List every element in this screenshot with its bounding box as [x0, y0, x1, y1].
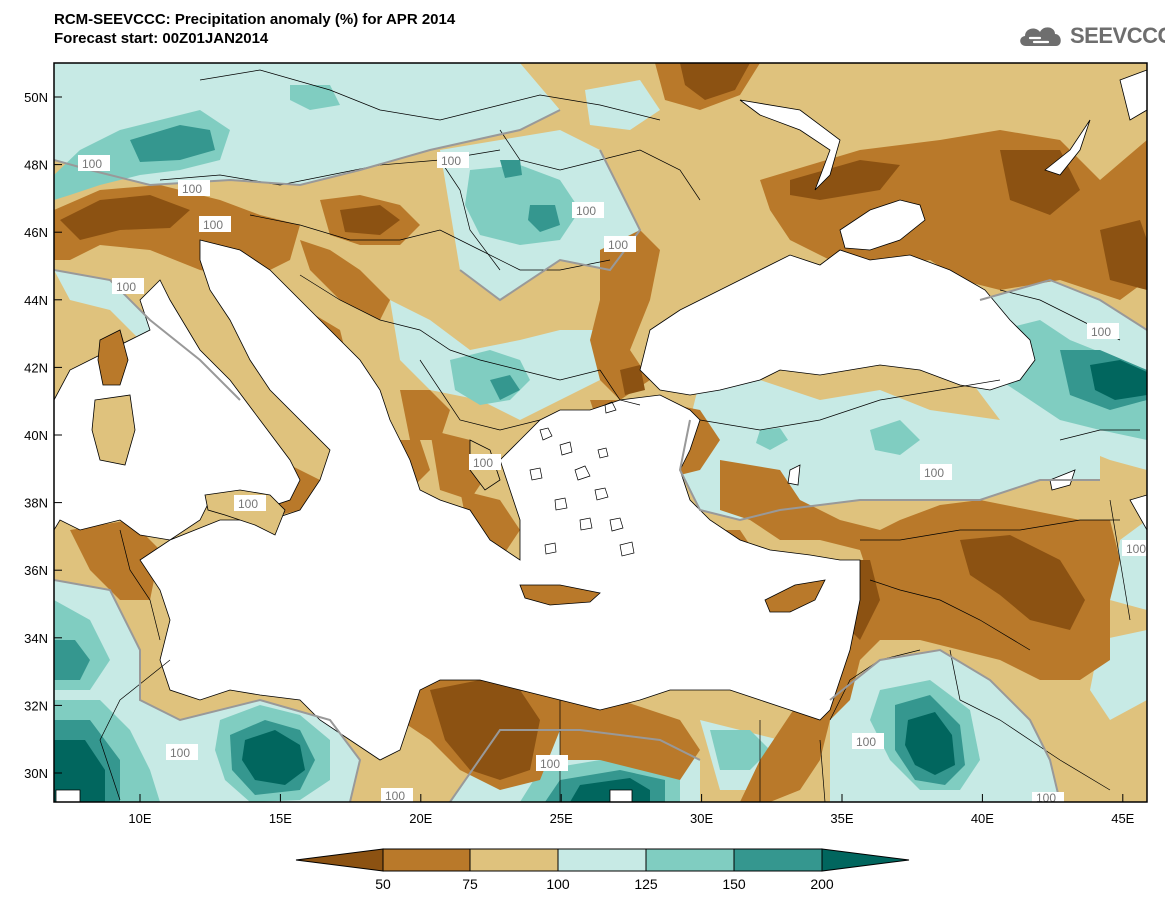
contour-label: 100 — [572, 202, 604, 218]
svg-text:100: 100 — [608, 238, 628, 252]
longitude-axis: 10E 15E 20E 25E 30E 35E 40E 45E — [128, 794, 1135, 826]
lon-tick-label: 30E — [690, 811, 713, 826]
svg-text:100: 100 — [1091, 325, 1111, 339]
svg-text:100: 100 — [924, 466, 944, 480]
svg-text:100: 100 — [182, 182, 202, 196]
lat-tick-label: 48N — [24, 158, 48, 173]
map-title: RCM-SEEVCCC: Precipitation anomaly (%) f… — [54, 10, 455, 48]
lat-tick-label: 40N — [24, 428, 48, 443]
lon-tick-label: 45E — [1111, 811, 1134, 826]
contour-labels: 100 100 100 100 100 100 100 100 100 100 … — [78, 152, 1154, 805]
svg-text:100: 100 — [856, 735, 876, 749]
contour-label: 100 — [178, 180, 210, 196]
contour-label: 100 — [1032, 791, 1064, 805]
lat-tick-label: 34N — [24, 631, 48, 646]
svg-text:100: 100 — [385, 789, 405, 803]
colorbar-segment-below-50 — [295, 848, 384, 872]
colorbar-segment-125-150 — [645, 848, 735, 872]
lat-tick-label: 44N — [24, 293, 48, 308]
svg-text:100: 100 — [1036, 791, 1056, 805]
contour-label: 100 — [166, 744, 198, 760]
lon-tick-label: 25E — [550, 811, 573, 826]
colorbar-label: 200 — [810, 876, 834, 892]
svg-text:100: 100 — [473, 456, 493, 470]
title-line-1: RCM-SEEVCCC: Precipitation anomaly (%) f… — [54, 11, 456, 28]
colorbar-segment-75-100 — [469, 848, 559, 872]
colorbar-label: 75 — [462, 876, 478, 892]
title-line-2: Forecast start: 00Z01JAN2014 — [54, 30, 269, 47]
contour-label: 100 — [381, 788, 413, 803]
map-frame — [53, 62, 1148, 803]
contour-label: 100 — [852, 733, 884, 749]
contour-label: 100 — [437, 152, 469, 168]
contour-label: 100 — [112, 278, 144, 294]
colorbar-label: 50 — [375, 876, 391, 892]
lon-tick-label: 20E — [409, 811, 432, 826]
colorbar-segment-150-200 — [733, 848, 823, 872]
colorbar-label: 150 — [722, 876, 746, 892]
colorbar: 50 75 100 125 150 200 — [295, 848, 910, 892]
svg-text:100: 100 — [116, 280, 136, 294]
lat-tick-label: 32N — [24, 698, 48, 713]
contour-100 — [54, 109, 1147, 802]
lon-tick-label: 15E — [269, 811, 292, 826]
latitude-axis: 50N 48N 46N 44N 42N 40N 38N 36N 34N 32N 30N — [24, 90, 62, 781]
lon-tick-label: 35E — [830, 811, 853, 826]
lat-tick-label: 30N — [24, 766, 48, 781]
aegean-islands — [529, 401, 635, 557]
logo-text: SEEVCCC — [1070, 23, 1165, 48]
contour-label: 100 — [78, 155, 110, 171]
lon-tick-label: 40E — [971, 811, 994, 826]
sea-areas — [54, 69, 1147, 802]
colorbar-segment-100-125 — [557, 848, 647, 872]
svg-text:100: 100 — [170, 746, 190, 760]
contour-label: 100 — [920, 464, 952, 480]
contour-label: 100 — [469, 454, 501, 470]
lat-tick-label: 42N — [24, 360, 48, 375]
svg-text:100: 100 — [238, 497, 258, 511]
anomaly-below-50 — [60, 63, 1147, 780]
svg-text:100: 100 — [540, 757, 560, 771]
contour-label: 100 — [1087, 323, 1119, 339]
svg-text:100: 100 — [1126, 542, 1146, 556]
map-field — [54, 63, 1147, 802]
svg-text:100: 100 — [82, 157, 102, 171]
anomaly-above-200 — [54, 360, 1147, 802]
svg-text:100: 100 — [203, 218, 223, 232]
lon-tick-label: 10E — [128, 811, 151, 826]
contour-label: 100 — [199, 216, 231, 232]
contour-label: 100 — [536, 755, 568, 771]
lat-tick-label: 38N — [24, 496, 48, 511]
svg-text:100: 100 — [441, 154, 461, 168]
contour-label: 100 — [1122, 540, 1154, 556]
lat-tick-label: 36N — [24, 563, 48, 578]
cloud-icon — [1020, 27, 1061, 46]
colorbar-segment-above-200 — [821, 848, 910, 872]
colorbar-segment-50-75 — [382, 848, 471, 872]
contour-label: 100 — [604, 236, 636, 252]
colorbar-label: 125 — [634, 876, 658, 892]
seevccc-logo: SEEVCCC — [1016, 20, 1165, 52]
colorbar-label: 100 — [546, 876, 570, 892]
contour-label: 100 — [234, 495, 266, 511]
lat-tick-label: 50N — [24, 90, 48, 105]
lat-tick-label: 46N — [24, 225, 48, 240]
svg-text:100: 100 — [576, 204, 596, 218]
